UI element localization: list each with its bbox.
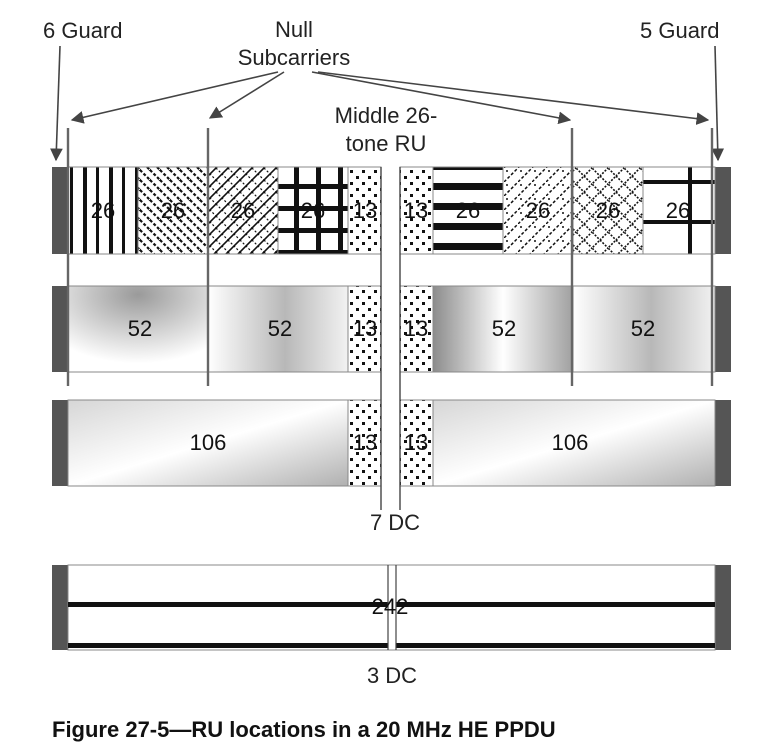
ru52-label: 52 — [492, 316, 516, 341]
ru13-label: 13 — [404, 316, 428, 341]
guard-left-label: 6 Guard — [43, 18, 123, 43]
ru26-label: 26 — [161, 198, 185, 223]
ru26-label: 26 — [456, 198, 480, 223]
guard-block-right — [715, 286, 731, 372]
ru106-label: 106 — [552, 430, 589, 455]
guard-right-label: 5 Guard — [640, 18, 720, 43]
ru26-label: 26 — [596, 198, 620, 223]
guard-block-left — [52, 286, 68, 372]
ru26-label: 26 — [301, 198, 325, 223]
ru13-label: 13 — [353, 430, 377, 455]
dc-lines — [380, 167, 401, 510]
guard-block-left — [52, 167, 68, 254]
ru52-label: 52 — [128, 316, 152, 341]
null-subcarriers-label-1: Null — [275, 17, 313, 42]
ru13-label: 13 — [404, 430, 428, 455]
row-26-tone: 26 26 26 26 13 13 26 26 26 26 — [52, 166, 731, 255]
middle-ru-label-2: tone RU — [346, 131, 427, 156]
ru13-label: 13 — [353, 316, 377, 341]
guard-block-right — [715, 167, 731, 254]
ru26-label: 26 — [526, 198, 550, 223]
guard-block-left — [52, 400, 68, 486]
ru106-label: 106 — [190, 430, 227, 455]
ru52-label: 52 — [631, 316, 655, 341]
dc3-label: 3 DC — [367, 663, 417, 688]
ru242-label: 242 — [372, 594, 409, 619]
ru26-label: 26 — [231, 198, 255, 223]
null-subcarrier-arrows — [50, 45, 725, 162]
null-subcarriers-label-2: Subcarriers — [238, 45, 350, 70]
figure-caption: Figure 27-5—RU locations in a 20 MHz HE … — [52, 717, 556, 742]
ru13-label: 13 — [404, 198, 428, 223]
middle-ru-label-1: Middle 26- — [335, 103, 438, 128]
guard-block-right — [715, 565, 731, 650]
ru52-label: 52 — [268, 316, 292, 341]
ru13-label: 13 — [353, 198, 377, 223]
row-106-tone: 106 13 13 106 — [52, 399, 731, 487]
dc7-label: 7 DC — [370, 510, 420, 535]
null-subcarrier-lines — [66, 128, 714, 386]
guard-block-right — [715, 400, 731, 486]
ru26-label: 26 — [666, 198, 690, 223]
ru26-label: 26 — [91, 198, 115, 223]
guard-block-left — [52, 565, 68, 650]
row-242-tone: 242 — [52, 564, 731, 651]
row-52-tone: 52 52 13 13 52 52 — [52, 285, 731, 373]
